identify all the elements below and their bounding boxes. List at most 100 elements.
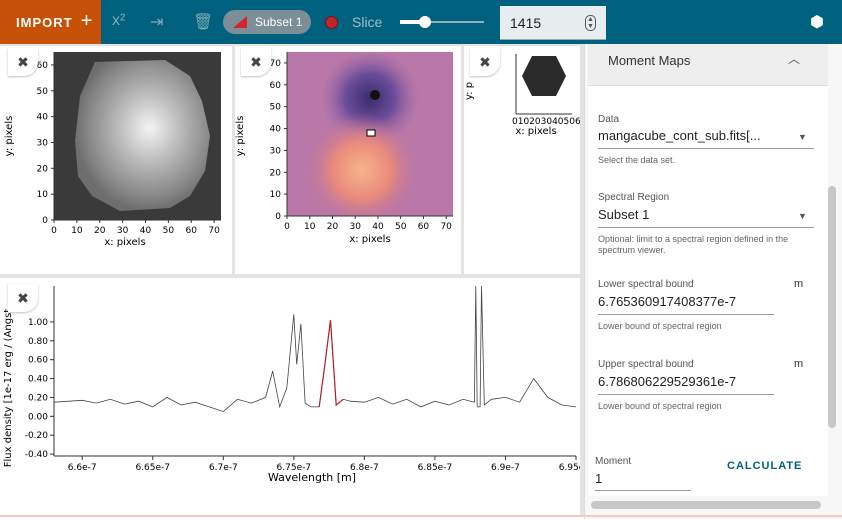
viewer-tools-button[interactable]: ✖ xyxy=(8,284,38,312)
viewer-tools-button[interactable]: ✖ xyxy=(470,48,500,76)
x-tick-label: 6.85e-7 xyxy=(418,463,453,473)
grid-separator xyxy=(232,44,235,276)
plugin-tray: Moment Maps ︿ Data mangacube_cont_sub.fi… xyxy=(584,44,842,519)
x-tick-label: 20 xyxy=(94,226,106,236)
y-tick-label: 40 xyxy=(270,125,282,135)
moment-input[interactable]: 1 xyxy=(595,471,603,486)
x-tick-label: 60 xyxy=(186,226,198,236)
spectral-region-select[interactable]: Subset 1 xyxy=(598,207,650,222)
upper-bound-unit: m xyxy=(794,358,804,370)
y-tick-label: 20 xyxy=(37,164,49,174)
y-tick-label: 0.80 xyxy=(28,337,48,347)
image-viewer-2-plot: 0 10 20 30 40 50 60 70 0 10 20 30 40 50 60 70 x: pixel… xyxy=(235,52,453,245)
spectrum-line xyxy=(53,285,577,413)
upper-bound-hint: Lower bound of spectral region xyxy=(598,401,722,411)
slice-slider-handle[interactable] xyxy=(419,16,432,28)
y-tick-label: -0.20 xyxy=(25,431,49,441)
grid-separator xyxy=(0,274,584,278)
dropdown-arrow-icon[interactable]: ▼ xyxy=(798,211,807,221)
chevron-up-icon[interactable]: ︿ xyxy=(788,52,801,66)
moment-maps-header[interactable]: Moment Maps ︿ xyxy=(588,44,828,86)
x-tick-label: 40 xyxy=(372,222,384,232)
lower-bound-hint: Lower bound of spectral region xyxy=(598,321,722,331)
x-tick-label: 30 xyxy=(349,222,361,232)
grid-separator xyxy=(580,44,584,515)
image-3-ylabel: y: p xyxy=(464,82,475,100)
y-tick-label: 70 xyxy=(270,59,282,69)
y-tick-label: 0.40 xyxy=(28,375,48,385)
export-icon[interactable]: ⇥ xyxy=(150,14,164,31)
spectral-region-label: Spectral Region xyxy=(598,192,670,203)
slice-slider-track[interactable] xyxy=(400,21,484,23)
x-tick-label: 50 xyxy=(395,222,407,232)
image-3-xlabel: x: pixels xyxy=(515,126,556,137)
lower-bound-input[interactable]: 6.765360917408377e-7 xyxy=(598,294,737,309)
vertical-scrollbar[interactable] xyxy=(828,186,836,428)
x-tick-label: 10 xyxy=(71,226,83,236)
lower-bound-label: Lower spectral bound xyxy=(598,279,694,290)
x-tick-label: 6.8e-7 xyxy=(350,463,379,473)
tools-icon: ✖ xyxy=(17,53,29,70)
image-1-ylabel: y: pixels xyxy=(4,116,15,157)
moment-image-dark-spot xyxy=(370,90,380,100)
x-tick-label: 0 xyxy=(284,222,290,232)
slice-input-value: 1415 xyxy=(510,15,542,31)
subset-triangle-icon xyxy=(233,16,247,28)
slice-input[interactable]: 1415 ▲ ▼ xyxy=(500,6,606,40)
app-toolbar: IMPORT + x² ⇥ 🗑 Subset 1 Slice 1415 ▲ ▼ ⬢ xyxy=(0,0,842,44)
y-tick-label: 0.60 xyxy=(28,356,48,366)
x-tick-label: 60 xyxy=(418,222,430,232)
trash-icon[interactable]: 🗑 xyxy=(193,14,214,31)
viewer-tools-button[interactable]: ✖ xyxy=(8,48,38,76)
image-2-ylabel: y: pixels xyxy=(235,116,246,157)
y-tick-label: 30 xyxy=(270,146,282,156)
calculate-button[interactable]: CALCULATE xyxy=(727,460,803,472)
x-tick-label: 6.95e-7 xyxy=(559,463,580,473)
image-viewer-1[interactable]: 0 10 20 30 40 50 60 0 10 20 30 40 50 60 70 x: pixels … xyxy=(0,46,232,274)
y-tick-label: 60 xyxy=(37,61,49,71)
spectrum-viewer[interactable]: 6.6e-7 6.65e-7 6.7e-7 6.75e-7 6.8e-7 6.85e-7 6… xyxy=(0,278,593,515)
import-button[interactable]: IMPORT + xyxy=(0,0,101,44)
x-tick-label: 6.9e-7 xyxy=(491,463,520,473)
x-tick-label: 6.7e-7 xyxy=(209,463,238,473)
slice-label: Slice xyxy=(352,14,383,30)
plus-icon: + xyxy=(80,9,94,32)
y-tick-label: 40 xyxy=(37,113,49,123)
plugin-title: Moment Maps xyxy=(608,53,691,68)
galaxy-image xyxy=(75,60,210,211)
data-hint: Select the data set. xyxy=(598,155,676,165)
y-tick-label: 50 xyxy=(270,103,282,113)
upper-bound-label: Upper spectral bound xyxy=(598,359,694,370)
x-tick-label: 20 xyxy=(327,222,339,232)
image-1-xlabel: x: pixels xyxy=(104,237,145,248)
x-tick-label: 0 xyxy=(51,226,57,236)
spectrum-ylabel: Flux density [1e-17 erg / (Angst xyxy=(3,309,14,468)
spinner-icon[interactable]: ▲ ▼ xyxy=(585,15,596,31)
data-select[interactable]: mangacube_cont_sub.fits[... xyxy=(598,128,761,143)
viewer-tools-button[interactable]: ✖ xyxy=(241,48,271,76)
dropdown-arrow-icon[interactable]: ▼ xyxy=(798,132,807,142)
image-viewer-2[interactable]: 0 10 20 30 40 50 60 70 0 10 20 30 40 50 60 70 x: pixel… xyxy=(235,46,461,274)
y-tick-label: 0 xyxy=(42,216,48,226)
cube-footprint-thumbnail xyxy=(522,56,566,96)
upper-bound-input[interactable]: 6.786806229529361e-7 xyxy=(598,374,737,389)
tools-icon: ✖ xyxy=(479,53,491,70)
horizontal-scrollbar[interactable] xyxy=(591,501,821,509)
import-label: IMPORT xyxy=(16,14,73,30)
subset-chip-label: Subset 1 xyxy=(255,15,303,29)
y-tick-label: -0.40 xyxy=(25,450,49,460)
user-icon[interactable]: ⬢ xyxy=(810,14,824,31)
x-tick-label: 70 xyxy=(208,226,220,236)
grid-separator xyxy=(0,44,584,46)
x-tick-label: 6.6e-7 xyxy=(68,463,97,473)
moment-label: Moment xyxy=(595,456,632,467)
slice-slider-fill xyxy=(400,20,426,24)
subset-selector[interactable]: Subset 1 xyxy=(223,10,311,34)
x-tick-label: 10 xyxy=(304,222,316,232)
superscript-icon[interactable]: x² xyxy=(112,12,126,29)
y-tick-label: 0.20 xyxy=(28,393,48,403)
